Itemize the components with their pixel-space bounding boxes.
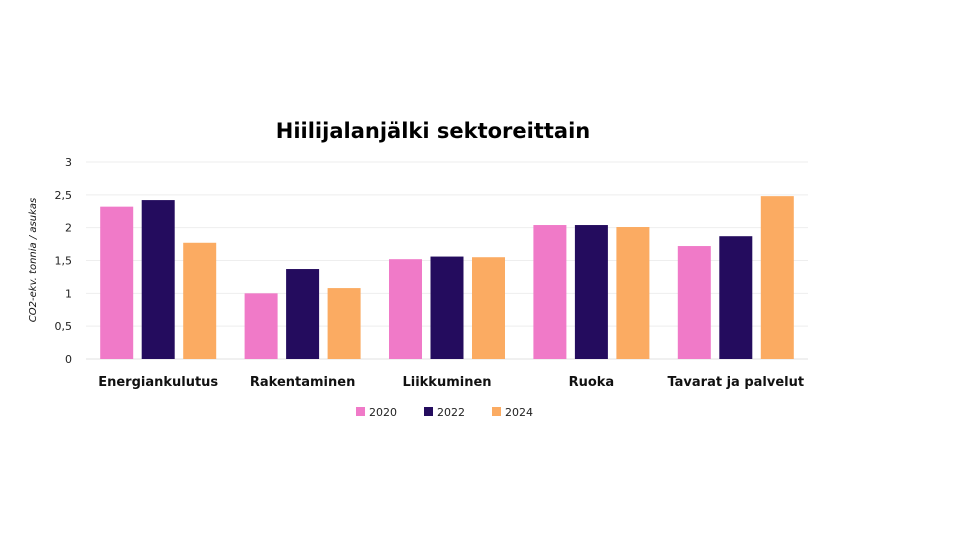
x-category-label: Ruoka [569,375,615,390]
bar-2022 [286,269,320,359]
bar-2022 [141,200,175,359]
bar-2020 [389,259,422,359]
y-tick-label: 0 [65,353,72,366]
bar-2024 [472,257,505,359]
y-tick-label: 2,5 [55,189,73,202]
x-category-label: Energiankulutus [98,375,218,390]
bar-2020 [244,293,278,359]
y-tick-label: 3 [65,156,72,169]
bar-2022 [574,225,608,359]
bars [100,196,794,359]
x-axis-categories: Energiankulutus Rakentaminen Liikkuminen Ru… [98,375,804,390]
x-category-label: Liikkuminen [402,375,491,390]
bar-2020 [100,206,134,359]
legend-swatch [424,407,433,416]
bar-2024 [183,242,217,359]
legend-swatch [492,407,501,416]
x-category-label: Tavarat ja palvelut [667,375,804,390]
y-tick-label: 1 [65,287,72,300]
legend-label: 2022 [437,406,465,419]
y-tick-label: 0,5 [55,320,73,333]
x-category-label: Rakentaminen [250,375,355,390]
bar-2024 [760,196,794,359]
y-axis-label: CO2-ekv. tonnia / asukas [28,198,39,322]
bar-2022 [430,256,464,359]
bar-2020 [677,246,711,359]
y-tick-label: 1,5 [55,255,73,268]
y-axis-ticks: 0 0,5 1 1,5 2 2,5 3 [55,156,73,366]
bar-2024 [616,227,650,359]
bar-2022 [719,236,753,359]
bar-2024 [327,288,361,359]
bar-2020 [533,225,567,359]
legend-swatch [356,407,365,416]
legend: 2020 2022 2024 [356,406,533,419]
legend-label: 2020 [369,406,397,419]
chart-title: Hiilijalanjälki sektoreittain [276,119,590,143]
y-tick-label: 2 [65,222,72,235]
legend-label: 2024 [505,406,533,419]
